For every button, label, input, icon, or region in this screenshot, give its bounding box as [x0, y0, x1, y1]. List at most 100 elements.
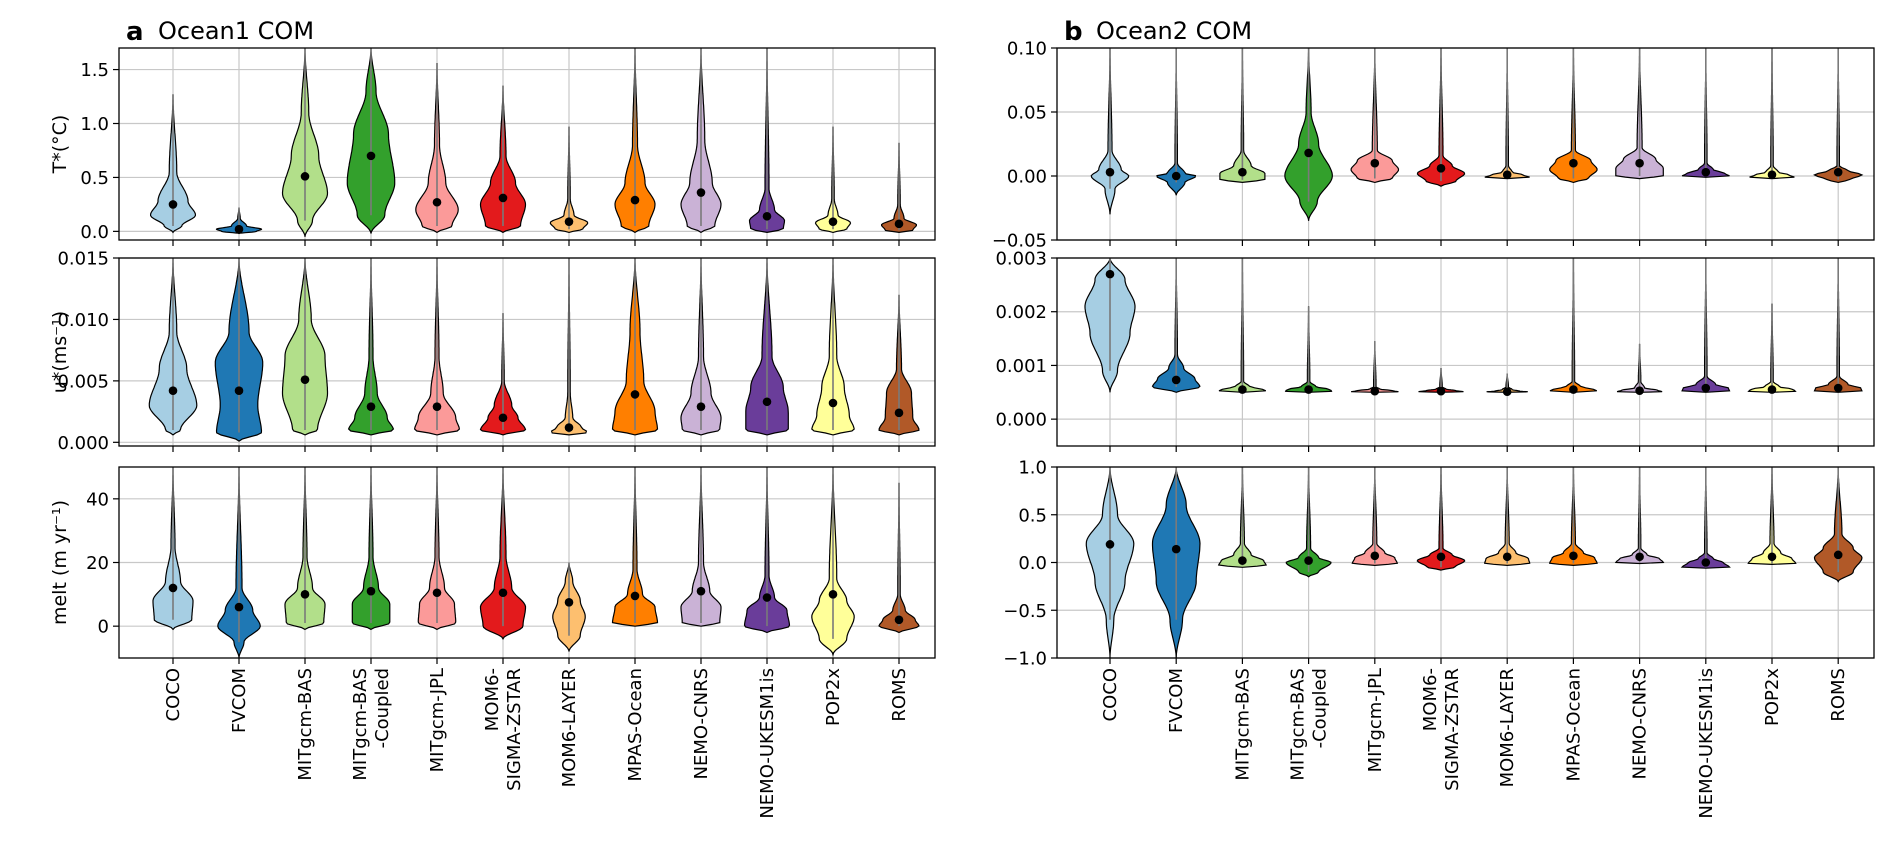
mean-marker-MOM6-SIGMA-ZSTAR — [1436, 552, 1446, 562]
violins — [1090, 48, 1864, 221]
x-tick-label: MOM6- — [482, 668, 503, 731]
y-tick-label: 0.015 — [57, 249, 109, 270]
mean-marker-ROMS — [894, 615, 904, 625]
mean-marker-COCO — [168, 200, 178, 209]
x-tick-label: MITgcm-BAS — [295, 668, 316, 781]
axes-frame — [118, 257, 936, 447]
panel-a-title: Ocean1 COM — [158, 17, 314, 45]
mean-marker-COCO — [1105, 269, 1115, 279]
panel-b-title: Ocean2 COM — [1096, 17, 1252, 45]
mean-marker-NEMO-CNRS — [696, 188, 706, 197]
mean-marker-MITgcm-JPL — [1370, 551, 1380, 561]
axes-frame — [1056, 466, 1875, 659]
mean-marker-MITgcm-JPL — [1370, 386, 1380, 396]
mean-marker-COCO — [168, 386, 178, 396]
mean-marker-ROMS — [1833, 167, 1843, 177]
x-tick-label: MITgcm-BAS — [1232, 668, 1253, 781]
y-tick-label: 0.00 — [1007, 167, 1047, 188]
y-tick-label: −1.0 — [1003, 649, 1047, 670]
x-tick-label: MOM6-LAYER — [559, 668, 580, 787]
x-tick-label: ROMS — [1828, 668, 1849, 722]
axes-frame — [118, 47, 936, 241]
y-tick-label: 0.0 — [1018, 553, 1047, 574]
x-label-NEMO-UKESM1is: NEMO-UKESM1is — [1696, 668, 1717, 819]
x-tick-label: MOM6-LAYER — [1497, 668, 1518, 787]
x-label-MOM6-LAYER: MOM6-LAYER — [1497, 668, 1518, 787]
panel-b-letter: b — [1064, 17, 1083, 47]
mean-marker-POP2x — [828, 398, 838, 408]
mean-marker-FVCOM — [1171, 544, 1181, 554]
mean-marker-COCO — [168, 583, 178, 593]
x-label-MOM6-SIGMA-ZSTAR: MOM6- SIGMA-ZSTAR — [482, 668, 525, 791]
subplot-0-2: 0 20 40 melt (m yr⁻¹) — [49, 466, 936, 664]
mean-marker-MOM6-SIGMA-ZSTAR — [498, 413, 508, 423]
x-label-POP2x: POP2x — [1762, 668, 1783, 726]
mean-marker-NEMO-UKESM1is — [762, 593, 772, 602]
x-label-NEMO-CNRS: NEMO-CNRS — [691, 668, 712, 780]
x-tick-label: MITgcm-JPL — [1365, 668, 1386, 772]
x-tick-label: ROMS — [889, 668, 910, 722]
mean-marker-MITgcm-BAS-Coupled — [1304, 556, 1313, 565]
x-tick-label: -Coupled — [372, 668, 393, 748]
mean-marker-ROMS — [894, 219, 904, 229]
mean-marker-POP2x — [828, 590, 838, 599]
axes-frame — [1056, 47, 1875, 241]
mean-marker-MOM6-LAYER — [564, 423, 574, 432]
panel-a: a Ocean1 COM 0.00.51.01.5T*(°C) 0.000 0.0 0… — [49, 17, 936, 819]
y-tick-label: 0.003 — [995, 249, 1047, 270]
axes-frame — [1056, 257, 1875, 447]
x-label-NEMO-CNRS: NEMO-CNRS — [1630, 668, 1651, 780]
y-tick-label: 0.0 — [80, 222, 109, 243]
y-tick-label: 0.05 — [1007, 103, 1047, 124]
x-label-MOM6-SIGMA-ZSTAR: MOM6- SIGMA-ZSTAR — [1420, 668, 1463, 791]
mean-marker-MOM6-SIGMA-ZSTAR — [1436, 386, 1446, 396]
mean-marker-MPAS-Ocean — [630, 591, 640, 601]
mean-marker-MITgcm-JPL — [1370, 158, 1380, 168]
x-tick-label: SIGMA-ZSTAR — [1442, 668, 1463, 791]
mean-marker-NEMO-CNRS — [696, 402, 706, 411]
subplot-0-0: 0.0 0.5 1.0 1.5 T*(°C) — [49, 47, 936, 246]
y-axis-label: u*(ms⁻¹) — [49, 311, 71, 393]
mean-marker-FVCOM — [234, 386, 244, 396]
panel-a-letter: a — [126, 17, 144, 47]
mean-marker-MITgcm-JPL — [432, 402, 442, 411]
mean-marker-MITgcm-JPL — [432, 197, 442, 207]
x-tick-label: -Coupled — [1310, 668, 1331, 748]
x-tick-label: COCO — [163, 668, 184, 721]
x-tick-label: MITgcm-BAS — [350, 668, 371, 781]
mean-marker-COCO — [1105, 540, 1115, 549]
y-tick-label: 0.002 — [995, 302, 1047, 323]
x-label-POP2x: POP2x — [823, 668, 844, 726]
panel-b: b Ocean2 COM −0.05 0.00 0.05 0.10 0.000 0.001… — [992, 17, 1875, 819]
x-tick-label: MOM6- — [1420, 668, 1441, 731]
x-tick-label: MPAS-Ocean — [1563, 668, 1584, 782]
subplot-1-0: −0.05 0.00 0.05 0.10 — [992, 39, 1875, 252]
x-tick-label: MITgcm-JPL — [427, 668, 448, 772]
mean-marker-MPAS-Ocean — [1569, 551, 1578, 561]
y-tick-label: −0.5 — [1003, 601, 1047, 622]
mean-marker-MITgcm-BAS — [1238, 556, 1247, 565]
y-tick-label: 0.10 — [1007, 39, 1047, 60]
x-tick-label: MITgcm-BAS — [1288, 668, 1309, 781]
y-tick-label: 0.010 — [57, 310, 109, 331]
mean-marker-MITgcm-BAS-Coupled — [366, 586, 376, 596]
x-tick-label: NEMO-CNRS — [1630, 668, 1651, 780]
mean-marker-MITgcm-BAS-Coupled — [1304, 148, 1313, 158]
mean-marker-MITgcm-BAS-Coupled — [366, 151, 376, 161]
mean-marker-MPAS-Ocean — [630, 390, 640, 399]
x-tick-label: FVCOM — [1166, 668, 1187, 733]
mean-marker-MITgcm-BAS — [1238, 167, 1247, 177]
y-axis-label: melt (m yr⁻¹) — [49, 500, 71, 625]
x-label-MOM6-LAYER: MOM6-LAYER — [559, 668, 580, 787]
mean-marker-NEMO-UKESM1is — [762, 211, 772, 221]
x-label-ROMS: ROMS — [1828, 668, 1849, 722]
mean-marker-POP2x — [1767, 552, 1777, 562]
mean-marker-MITgcm-BAS — [300, 590, 310, 599]
y-tick-label: 0.000 — [57, 433, 109, 454]
mean-marker-NEMO-CNRS — [1635, 386, 1644, 395]
violins — [1084, 258, 1863, 397]
mean-marker-MPAS-Ocean — [630, 195, 640, 205]
mean-marker-MOM6-LAYER — [1502, 387, 1512, 397]
mean-marker-FVCOM — [1171, 375, 1181, 385]
x-label-MITgcm-BAS-Coupled: MITgcm-BAS -Coupled — [350, 668, 393, 781]
